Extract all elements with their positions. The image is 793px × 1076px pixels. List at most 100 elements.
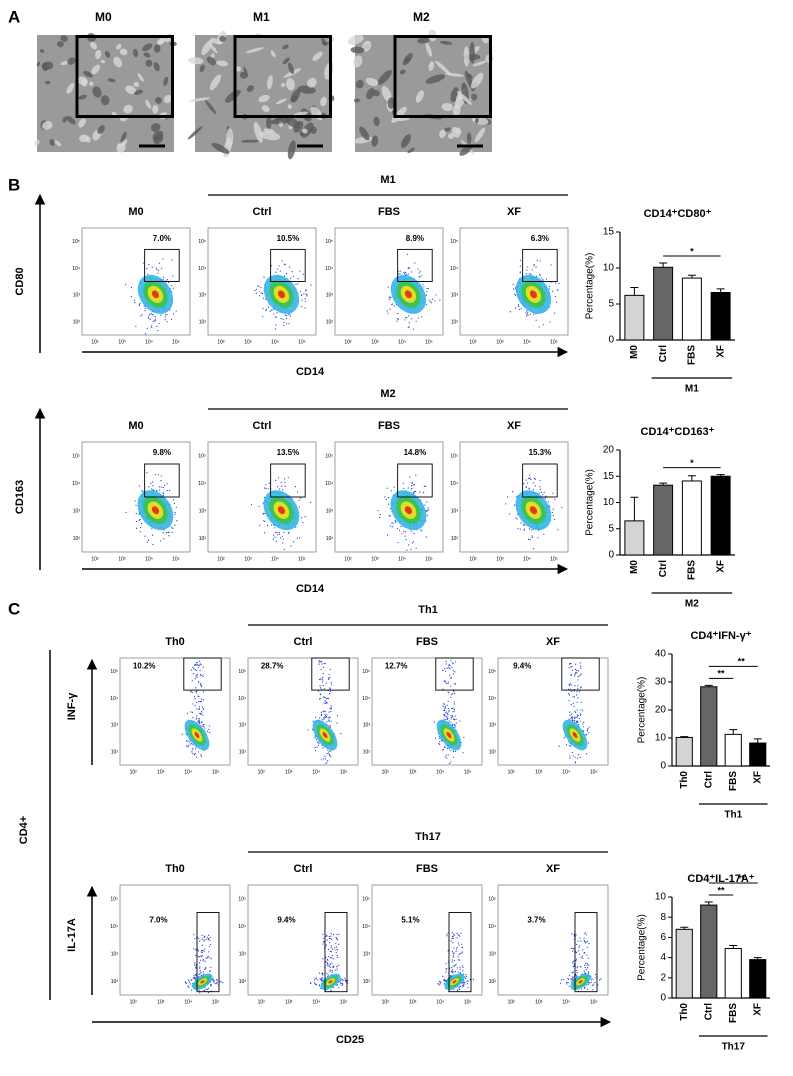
bar	[700, 686, 718, 767]
event	[275, 540, 277, 543]
event	[453, 710, 455, 712]
event	[270, 524, 273, 526]
event	[390, 490, 392, 492]
event	[192, 703, 194, 705]
event	[328, 935, 330, 938]
event	[162, 258, 164, 260]
event	[439, 738, 441, 740]
event	[447, 754, 449, 756]
density	[404, 506, 413, 515]
event	[260, 292, 262, 294]
density	[529, 290, 537, 299]
event	[515, 517, 517, 519]
event	[133, 299, 136, 301]
event	[282, 489, 284, 491]
event	[125, 511, 127, 514]
event	[139, 518, 141, 521]
event	[318, 661, 320, 663]
event	[204, 935, 206, 937]
cell	[439, 40, 453, 45]
y-tick-label: 10⁵	[325, 454, 333, 460]
event	[325, 716, 328, 718]
event	[287, 476, 289, 479]
event	[377, 509, 379, 512]
event	[452, 718, 454, 720]
event	[578, 675, 580, 677]
event	[202, 708, 205, 710]
y-tick-label: 10⁴	[110, 924, 118, 930]
event	[262, 315, 264, 318]
event	[196, 708, 198, 710]
plot-frame	[119, 657, 231, 766]
event	[288, 323, 290, 325]
cell	[123, 104, 133, 114]
event	[322, 973, 324, 975]
event	[396, 320, 398, 322]
event	[582, 726, 584, 728]
cell	[381, 85, 392, 103]
event	[585, 942, 587, 944]
y-tick-label: 10⁴	[110, 696, 118, 702]
event	[283, 478, 286, 480]
event	[520, 522, 522, 524]
event	[267, 306, 270, 308]
x-tick-label: 10²	[508, 999, 516, 1005]
event	[190, 711, 192, 713]
cell	[275, 98, 287, 105]
bar	[710, 475, 731, 556]
event	[451, 968, 453, 971]
event	[404, 535, 406, 537]
y-tick-label: 10⁵	[110, 897, 118, 903]
event	[577, 679, 579, 681]
gate-percent: 7.0%	[149, 915, 167, 924]
event	[162, 532, 164, 534]
event	[329, 717, 331, 719]
event	[388, 514, 390, 517]
y-tick-label: 10³	[111, 952, 119, 958]
y-tick-label: 10³	[489, 723, 497, 729]
event	[539, 479, 541, 481]
plot-title: Ctrl	[253, 206, 272, 218]
event	[528, 487, 530, 489]
cell	[366, 88, 375, 100]
event	[446, 933, 448, 935]
cell	[36, 61, 41, 67]
event	[578, 717, 580, 720]
event	[329, 950, 331, 952]
event	[195, 954, 197, 957]
density	[572, 731, 578, 739]
event	[452, 707, 454, 709]
event	[461, 985, 463, 987]
event	[284, 482, 286, 484]
event	[200, 971, 202, 973]
event	[325, 956, 327, 959]
event	[455, 722, 457, 724]
event	[344, 980, 347, 982]
event	[411, 485, 413, 487]
event	[164, 316, 167, 318]
y-tick-label: 10⁵	[362, 897, 370, 903]
event	[314, 737, 316, 739]
y-tick-label: 15	[603, 227, 615, 238]
cell	[259, 131, 281, 141]
event	[210, 985, 212, 987]
event	[276, 531, 278, 533]
event	[303, 293, 305, 295]
error-bar	[630, 496, 639, 521]
event	[463, 736, 465, 739]
error-bar	[753, 957, 762, 960]
event	[199, 674, 202, 676]
event	[444, 705, 446, 707]
event	[187, 740, 189, 742]
event	[192, 744, 194, 746]
event	[204, 960, 206, 962]
cell	[455, 127, 462, 135]
image-title: M0	[95, 10, 112, 24]
event	[570, 688, 572, 690]
event	[445, 682, 448, 684]
event	[174, 512, 176, 514]
event	[463, 985, 465, 987]
event	[540, 491, 542, 493]
event	[537, 537, 539, 539]
event	[202, 691, 204, 693]
